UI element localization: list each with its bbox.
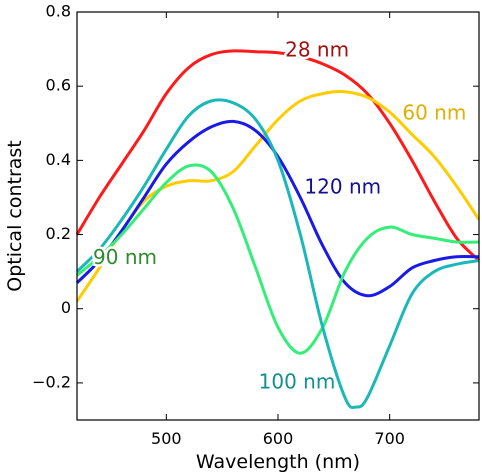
x-tick-label: 600 — [263, 429, 294, 448]
series-lines — [75, 49, 481, 410]
series-line-90-nm — [76, 163, 480, 355]
y-tick-label: 0.8 — [46, 2, 71, 21]
series-label-28-nm: 28 nm — [285, 37, 349, 61]
y-tick-label: −0.2 — [32, 372, 71, 391]
series-line-60-nm — [75, 90, 481, 303]
y-tick-label: 0.2 — [46, 224, 71, 243]
series-label-120-nm: 120 nm — [304, 175, 381, 199]
axis-ticks: 500 600 700 −0.2 0 0.2 0.4 0.6 0.8 — [32, 2, 479, 448]
y-tick-label: 0 — [61, 298, 71, 317]
x-tick-label: 700 — [374, 429, 405, 448]
series-line-100-nm — [75, 98, 480, 410]
y-tick-label: 0.6 — [46, 76, 71, 95]
x-axis-title: Wavelength (nm) — [196, 451, 360, 473]
series-line-120-nm — [75, 119, 480, 298]
series-label-100-nm: 100 nm — [259, 369, 336, 393]
series-labels: 28 nm 60 nm 120 nm 90 nm 100 nm — [91, 35, 469, 396]
y-tick-label: 0.4 — [46, 150, 71, 169]
series-label-60-nm: 60 nm — [402, 101, 466, 125]
x-tick-label: 500 — [151, 429, 182, 448]
series-line-28-nm — [75, 49, 481, 262]
series-label-90-nm: 90 nm — [93, 245, 157, 269]
y-axis-title: Optical contrast — [4, 140, 26, 292]
